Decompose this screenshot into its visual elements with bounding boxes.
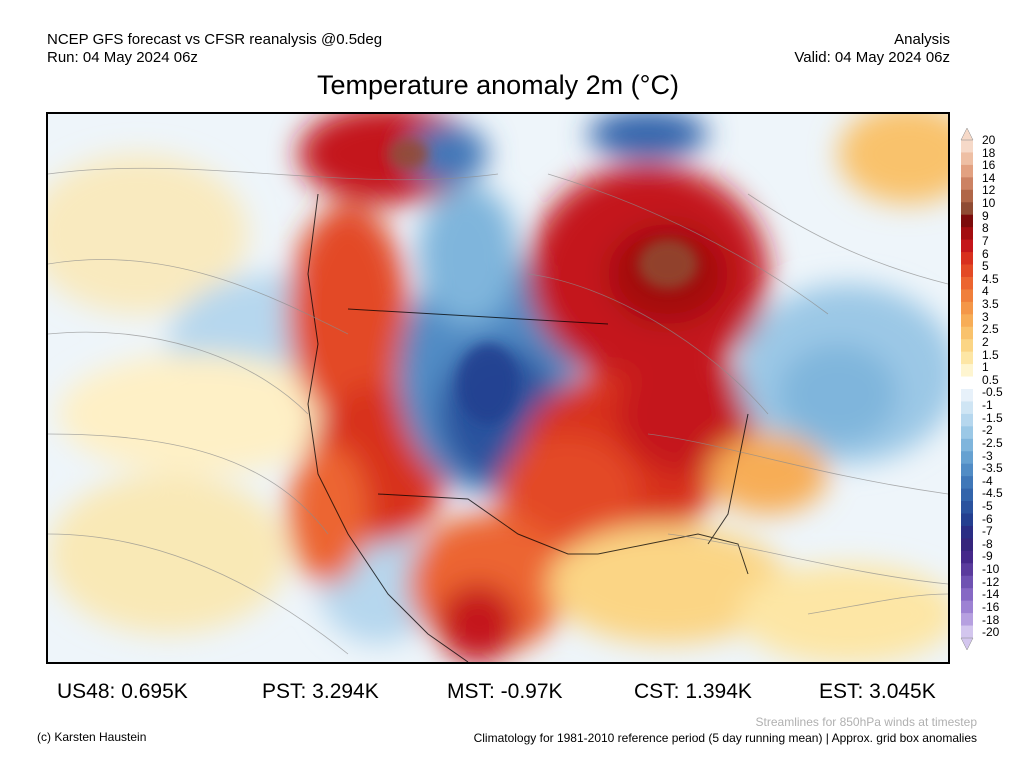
colorbar-swatch [961, 202, 973, 216]
colorbar-label: -7 [982, 524, 993, 539]
colorbar-label: -1 [982, 398, 993, 413]
colorbar-swatch [961, 438, 973, 452]
colorbar-swatch [961, 289, 973, 303]
colorbar-swatch [961, 600, 973, 614]
colorbar-label: 1.5 [982, 347, 999, 362]
colorbar-label: 4.5 [982, 271, 999, 286]
colorbar-label: 16 [982, 158, 996, 173]
colorbar-swatch [961, 563, 973, 577]
colorbar-swatch [961, 451, 973, 465]
footer-climatology-note: Climatology for 1981-2010 reference peri… [473, 731, 977, 745]
map-title: Temperature anomaly 2m (°C) [317, 70, 679, 100]
colorbar-label: -8 [982, 536, 993, 551]
colorbar-label: -9 [982, 549, 993, 564]
colorbar-swatch [961, 314, 973, 328]
colorbar-label: 18 [982, 145, 996, 160]
colorbar-label: -12 [982, 574, 1000, 589]
header-valid-time: Valid: 04 May 2024 06z [794, 49, 950, 66]
colorbar-label: -3 [982, 448, 993, 463]
colorbar-label: -14 [982, 587, 1000, 602]
colorbar-label: 4 [982, 284, 989, 299]
colorbar-label: 10 [982, 196, 996, 211]
colorbar-swatch [961, 625, 973, 639]
colorbar-label: -20 [982, 625, 1000, 640]
colorbar [960, 127, 974, 651]
colorbar-swatch [961, 264, 973, 278]
colorbar-label: 8 [982, 221, 989, 236]
colorbar-label: 20 [982, 133, 996, 147]
colorbar-label: -3.5 [982, 461, 1003, 476]
colorbar-swatch [961, 339, 973, 353]
stat-us48: US48: 0.695K [57, 680, 188, 703]
colorbar-swatch [961, 488, 973, 502]
colorbar-swatch [961, 214, 973, 228]
colorbar-label: -6 [982, 511, 993, 526]
header-model-info: NCEP GFS forecast vs CFSR reanalysis @0.… [47, 31, 383, 48]
colorbar-swatch [961, 351, 973, 365]
colorbar-swatch [961, 513, 973, 527]
colorbar-swatch [961, 364, 973, 378]
footer-copyright: (c) Karsten Haustein [37, 730, 147, 744]
colorbar-top-arrow [960, 127, 974, 141]
stat-cst: CST: 1.394K [634, 680, 752, 703]
colorbar-graphic [960, 127, 974, 651]
colorbar-swatch [961, 276, 973, 290]
colorbar-bottom-arrow [960, 637, 974, 651]
colorbar-label: 2 [982, 334, 989, 349]
colorbar-swatch [961, 476, 973, 490]
colorbar-swatch [961, 177, 973, 191]
colorbar-label: 0.5 [982, 372, 999, 387]
colorbar-label: 6 [982, 246, 989, 261]
stat-est: EST: 3.045K [819, 680, 936, 703]
colorbar-swatch [961, 463, 973, 477]
colorbar-label: 9 [982, 208, 989, 223]
colorbar-swatch [961, 152, 973, 166]
colorbar-label: 3.5 [982, 297, 999, 312]
colorbar-swatch [961, 613, 973, 627]
colorbar-swatch [961, 401, 973, 415]
colorbar-label: 3 [982, 309, 989, 324]
colorbar-swatch [961, 575, 973, 589]
colorbar-label: 12 [982, 183, 996, 198]
header-analysis-label: Analysis [894, 31, 950, 48]
stat-pst: PST: 3.294K [262, 680, 379, 703]
colorbar-label: 1 [982, 360, 989, 375]
colorbar-swatch [961, 140, 973, 153]
stat-mst: MST: -0.97K [447, 680, 563, 703]
colorbar-swatch [961, 189, 973, 203]
colorbar-label: -16 [982, 599, 1000, 614]
colorbar-swatch [961, 164, 973, 178]
colorbar-swatch [961, 413, 973, 427]
colorbar-label: -2.5 [982, 435, 1003, 450]
colorbar-label: -5 [982, 498, 993, 513]
colorbar-swatch [961, 252, 973, 265]
colorbar-swatch [961, 389, 973, 402]
colorbar-swatch [961, 426, 973, 440]
colorbar-label: 7 [982, 233, 989, 248]
colorbar-label: 5 [982, 259, 989, 274]
header-run-time: Run: 04 May 2024 06z [47, 49, 198, 66]
colorbar-swatch [961, 588, 973, 602]
colorbar-swatch [961, 501, 973, 514]
colorbar-swatch [961, 525, 973, 539]
colorbar-label: -4.5 [982, 486, 1003, 501]
colorbar-label: -0.5 [982, 385, 1003, 400]
colorbar-label: -1.5 [982, 410, 1003, 425]
anomaly-map [46, 112, 950, 664]
colorbar-swatch [961, 538, 973, 552]
colorbar-label: -10 [982, 562, 1000, 577]
colorbar-label: 2.5 [982, 322, 999, 337]
colorbar-swatch [961, 301, 973, 315]
colorbar-swatch [961, 376, 973, 390]
colorbar-label: -2 [982, 423, 993, 438]
colorbar-swatch [961, 550, 973, 564]
anomaly-map-graphic [48, 114, 948, 662]
colorbar-swatch [961, 227, 973, 241]
colorbar-swatch [961, 326, 973, 340]
colorbar-label: -18 [982, 612, 1000, 627]
colorbar-label: -4 [982, 473, 993, 488]
colorbar-swatch [961, 239, 973, 253]
colorbar-label: 14 [982, 170, 996, 185]
footer-streamlines-note: Streamlines for 850hPa winds at timestep [755, 715, 977, 729]
